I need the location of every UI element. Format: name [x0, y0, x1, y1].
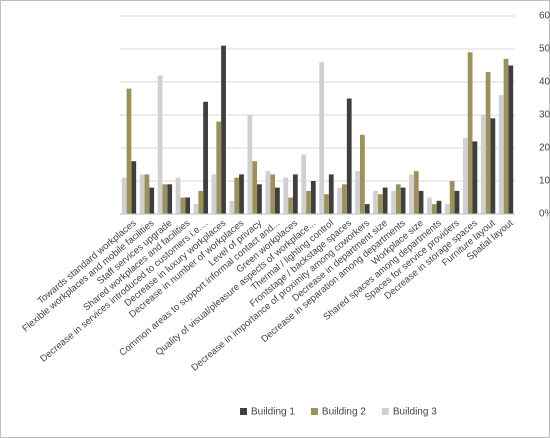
bar	[239, 174, 244, 214]
bar	[364, 204, 370, 214]
bar	[257, 184, 262, 214]
bar	[377, 194, 383, 214]
bar	[275, 187, 280, 214]
bar	[431, 204, 437, 214]
bar	[480, 115, 486, 214]
bar	[508, 65, 514, 214]
bar	[391, 190, 396, 214]
bar	[355, 171, 360, 214]
bar	[185, 197, 191, 214]
bar	[288, 197, 293, 214]
y-tick-label: 20%	[539, 143, 550, 154]
bar	[162, 184, 168, 214]
bar	[306, 190, 311, 214]
bar	[413, 171, 419, 214]
bar	[310, 181, 316, 214]
bar	[121, 177, 127, 214]
bar	[400, 187, 406, 214]
bar	[449, 181, 455, 214]
bar	[221, 45, 226, 215]
bar	[157, 75, 163, 215]
bar	[436, 200, 442, 214]
legend-swatch	[381, 408, 389, 415]
bar	[490, 118, 496, 214]
bar	[252, 161, 258, 214]
bar	[193, 204, 199, 214]
bar	[373, 190, 378, 214]
legend-label: Building 2	[322, 407, 366, 418]
bar	[144, 174, 150, 214]
bar	[167, 184, 173, 214]
bar	[198, 190, 204, 214]
y-tick-label: 40%	[539, 77, 550, 88]
bar	[131, 161, 137, 214]
y-tick-label: 0%	[539, 209, 550, 220]
bar	[359, 134, 365, 214]
bar	[283, 177, 289, 214]
bar	[382, 187, 388, 214]
bar	[211, 174, 217, 214]
y-tick-label: 60%	[539, 11, 550, 22]
bar	[418, 190, 424, 214]
y-tick-label: 30%	[539, 110, 550, 121]
bar	[265, 171, 271, 214]
legend-label: Building 1	[251, 407, 295, 418]
legend-swatch	[240, 408, 247, 415]
y-tick-label: 50%	[539, 44, 550, 55]
bar	[203, 101, 208, 214]
bar	[409, 174, 414, 214]
bar	[472, 141, 478, 214]
bar	[180, 197, 186, 214]
bar	[319, 62, 325, 215]
bar	[229, 200, 235, 214]
bar	[342, 184, 347, 214]
bar	[149, 187, 155, 214]
bar	[346, 98, 352, 214]
bar	[427, 197, 432, 214]
bar	[234, 177, 240, 214]
bar	[462, 138, 468, 214]
bar	[216, 121, 222, 214]
bar	[175, 177, 181, 214]
bar	[139, 174, 145, 214]
bar	[270, 174, 276, 214]
bar	[444, 204, 450, 214]
bar	[126, 88, 132, 214]
bar	[503, 58, 509, 215]
bar	[292, 174, 298, 214]
bar	[247, 115, 253, 214]
bar	[454, 190, 460, 214]
bar	[324, 194, 329, 214]
y-tick-label: 10%	[539, 176, 550, 187]
bar	[498, 95, 504, 214]
legend-label: Building 3	[393, 407, 437, 418]
bar	[467, 52, 473, 214]
legend-swatch	[310, 408, 318, 415]
bar	[337, 187, 343, 214]
bar	[485, 72, 491, 214]
bar	[395, 184, 401, 214]
bar	[328, 174, 334, 214]
bar	[301, 154, 307, 214]
